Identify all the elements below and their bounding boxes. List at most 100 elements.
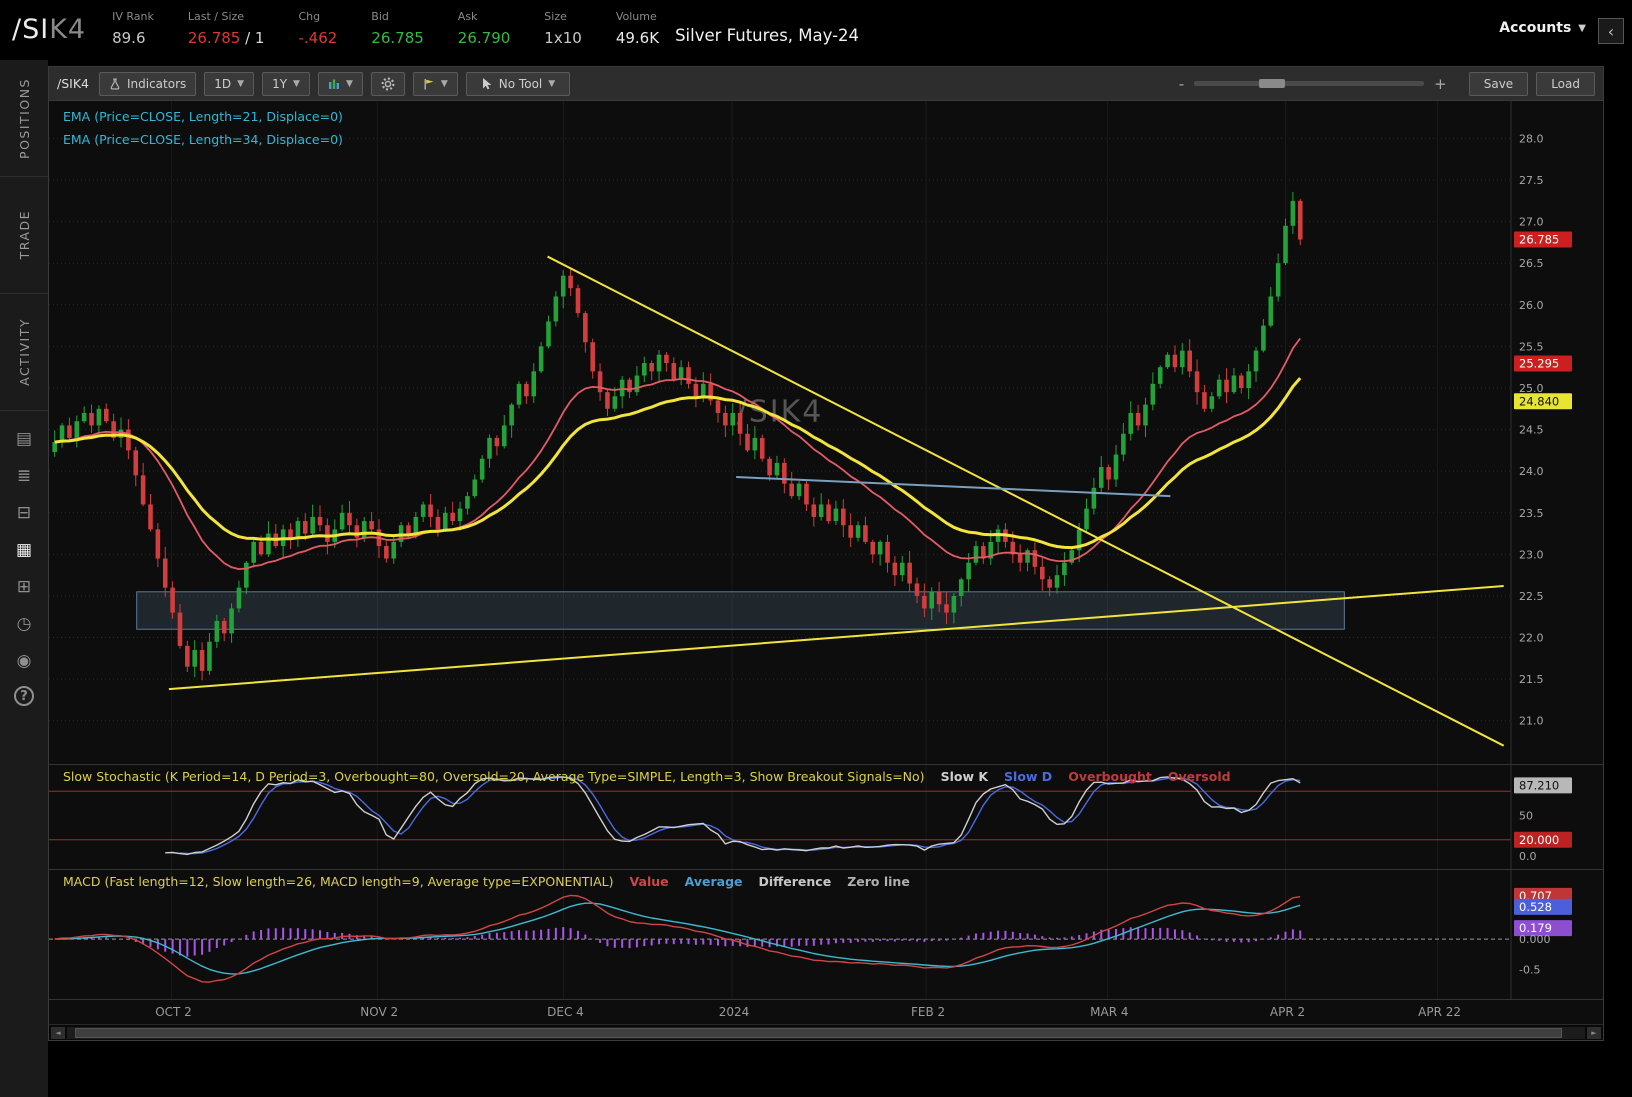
stat-value: 89.6	[112, 29, 154, 47]
accounts-dropdown[interactable]: Accounts▼	[1499, 20, 1586, 36]
macd-legend-value: Value	[630, 874, 669, 889]
ema-indicator-label-2[interactable]: EMA (Price=CLOSE, Length=34, Displace=0)	[63, 132, 343, 147]
time-axis: OCT 2NOV 2DEC 42024FEB 2MAR 4APR 2APR 22	[49, 999, 1603, 1024]
svg-text:0.0: 0.0	[1519, 850, 1537, 863]
ema-legend: EMA (Price=CLOSE, Length=21, Displace=0)…	[63, 109, 343, 147]
macd-legend-difference: Difference	[759, 874, 832, 889]
svg-text:22.0: 22.0	[1519, 632, 1544, 645]
chevron-down-icon: ▼	[346, 79, 353, 89]
svg-text:26.785: 26.785	[1519, 233, 1559, 247]
price-chart-panel[interactable]: 28.027.527.026.526.025.525.024.524.023.5…	[49, 101, 1603, 764]
svg-text:23.0: 23.0	[1519, 548, 1544, 561]
svg-text:/SIK4: /SIK4	[737, 394, 824, 429]
history-clock-icon[interactable]: ◷	[12, 612, 36, 636]
macd-label-row: MACD (Fast length=12, Slow length=26, MA…	[63, 874, 910, 889]
svg-text:21.0: 21.0	[1519, 715, 1544, 728]
apps-grid-icon[interactable]: ⊞	[12, 575, 36, 599]
svg-text:24.5: 24.5	[1519, 424, 1544, 437]
chart-settings-button[interactable]	[371, 72, 405, 96]
candlestick-chart[interactable]: 28.027.527.026.526.025.525.024.524.023.5…	[49, 101, 1603, 764]
x-axis-label: APR 22	[1418, 1005, 1461, 1019]
indicators-label: Indicators	[127, 77, 186, 91]
sidebar-tab-positions[interactable]: POSITIONS	[0, 60, 48, 177]
scroll-right-arrow-icon[interactable]: ►	[1587, 1027, 1601, 1039]
zoom-slider[interactable]	[1194, 81, 1424, 86]
header-stat-ask: Ask26.790	[458, 10, 511, 47]
stochastic-panel[interactable]: 87.2105020.0000.0 Slow Stochastic (K Per…	[49, 764, 1603, 869]
scrollbar-track[interactable]	[67, 1027, 1585, 1039]
indicators-button[interactable]: Indicators	[99, 72, 196, 96]
svg-text:87.210: 87.210	[1519, 778, 1559, 792]
trading-app: /SIK4 IV Rank89.6Last / Size26.785 / 1Ch…	[0, 0, 1632, 1097]
header-stats: IV Rank89.6Last / Size26.785 / 1Chg-.462…	[112, 10, 659, 47]
tool-label: No Tool	[499, 77, 542, 91]
main-area: /SIK4 Indicators 1D▼ 1Y▼ ▼	[48, 60, 1632, 1097]
stat-value: 26.785	[371, 29, 424, 47]
candlestick-style-icon	[328, 78, 340, 90]
svg-text:24.840: 24.840	[1519, 394, 1559, 408]
stochastic-title[interactable]: Slow Stochastic (K Period=14, D Period=3…	[63, 769, 925, 784]
stat-value: 26.785 / 1	[188, 29, 265, 47]
x-axis-label: APR 2	[1270, 1005, 1305, 1019]
symbol-prefix: /SI	[12, 14, 49, 45]
active-tool-dropdown[interactable]: No Tool ▼	[466, 72, 570, 96]
stochastic-legend-oversold: Oversold	[1168, 769, 1231, 784]
stat-label: Size	[544, 10, 582, 23]
quotes-monitor-icon[interactable]: ▤	[12, 427, 36, 451]
header-stat-size: Size1x10	[544, 10, 582, 47]
stat-label: Chg	[298, 10, 337, 23]
load-button[interactable]: Load	[1536, 72, 1595, 96]
scroll-left-arrow-icon[interactable]: ◄	[51, 1027, 65, 1039]
macd-chart[interactable]: 0.7070.5280.1790.000-0.5	[49, 870, 1603, 999]
stat-label: Bid	[371, 10, 424, 23]
zoom-slider-handle[interactable]	[1259, 79, 1285, 88]
x-axis-label: NOV 2	[360, 1005, 398, 1019]
help-icon[interactable]: ?	[14, 686, 34, 706]
header-stat-volume: Volume49.6K	[616, 10, 659, 47]
scrollbar-handle[interactable]	[75, 1028, 1563, 1038]
chart-style-dropdown[interactable]: ▼	[318, 72, 363, 96]
orders-icon[interactable]: ⊟	[12, 501, 36, 525]
chevron-down-icon: ▼	[441, 79, 448, 89]
svg-text:25.5: 25.5	[1519, 340, 1544, 353]
range-dropdown[interactable]: 1Y▼	[262, 72, 310, 96]
body-row: POSITIONS TRADE ACTIVITY ▤ ≣ ⊟ ▦ ⊞ ◷ ◉? /SIK4 Ind…	[0, 60, 1632, 1097]
zoom-out-button[interactable]: -	[1179, 75, 1184, 93]
chevron-down-icon: ▼	[1578, 23, 1586, 34]
macd-panel[interactable]: 0.7070.5280.1790.000-0.5 MACD (Fast leng…	[49, 869, 1603, 999]
symbol-suffix: K4	[49, 14, 86, 45]
chart-scrollbar[interactable]: ◄ ►	[49, 1024, 1603, 1040]
svg-text:0.528: 0.528	[1519, 900, 1552, 914]
svg-text:28.0: 28.0	[1519, 132, 1544, 145]
timeframe-value: 1D	[214, 77, 231, 91]
chart-widget: /SIK4 Indicators 1D▼ 1Y▼ ▼	[48, 66, 1604, 1041]
svg-text:25.295: 25.295	[1519, 356, 1559, 370]
x-axis-label: FEB 2	[911, 1005, 945, 1019]
svg-text:20.000: 20.000	[1519, 833, 1559, 847]
svg-text:27.0: 27.0	[1519, 216, 1544, 229]
timeframe-dropdown[interactable]: 1D ▼	[204, 72, 254, 96]
chevron-down-icon: ▼	[237, 79, 244, 89]
watchlist-icon[interactable]: ≣	[12, 464, 36, 488]
header-stat-last-size: Last / Size26.785 / 1	[188, 10, 265, 47]
sidebar-icons: ▤ ≣ ⊟ ▦ ⊞ ◷ ◉?	[0, 411, 48, 706]
chart-toolbar: /SIK4 Indicators 1D▼ 1Y▼ ▼	[49, 67, 1603, 101]
save-button[interactable]: Save	[1469, 72, 1528, 96]
ema-indicator-label-1[interactable]: EMA (Price=CLOSE, Length=21, Displace=0)	[63, 109, 343, 124]
range-value: 1Y	[272, 77, 287, 91]
charts-icon[interactable]: ▦	[12, 538, 36, 562]
svg-text:26.0: 26.0	[1519, 299, 1544, 312]
sidebar-tab-trade[interactable]: TRADE	[0, 177, 48, 294]
stat-value: 26.790	[458, 29, 511, 47]
macd-title[interactable]: MACD (Fast length=12, Slow length=26, MA…	[63, 874, 614, 889]
sidebar-tab-activity[interactable]: ACTIVITY	[0, 294, 48, 411]
collapse-panel-button[interactable]: ‹	[1598, 18, 1624, 44]
svg-text:-0.5: -0.5	[1519, 964, 1540, 977]
stat-label: Volume	[616, 10, 659, 23]
zoom-in-button[interactable]: +	[1434, 75, 1447, 93]
stochastic-legend-slow-k: Slow K	[941, 769, 988, 784]
community-icon[interactable]: ◉	[12, 649, 36, 673]
drawing-tools-dropdown[interactable]: ▼	[413, 72, 458, 96]
zoom-control: - +	[1179, 75, 1447, 93]
sidebar-tab-label: TRADE	[17, 210, 32, 259]
